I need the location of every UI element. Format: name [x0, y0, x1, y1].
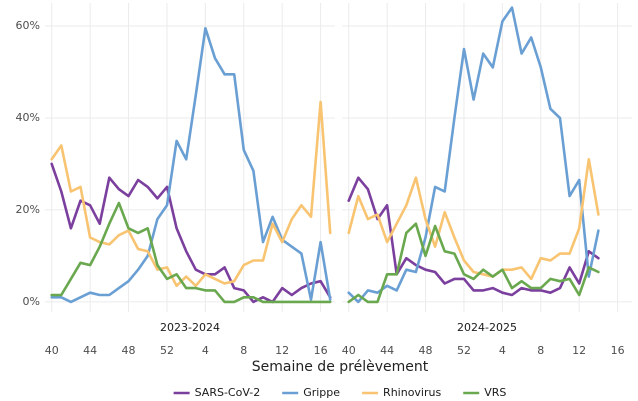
legend-label: SARS-CoV-2: [195, 386, 261, 399]
x-tick-label: 44: [83, 344, 97, 357]
x-tick-label: 12: [572, 344, 586, 357]
series-line: [347, 6, 600, 304]
x-tick-label: 8: [240, 344, 247, 357]
x-tick-label: 40: [342, 344, 356, 357]
legend: SARS-CoV-2 Grippe Rhinovirus VRS: [173, 386, 506, 399]
series-line: [347, 222, 600, 304]
legend-label: VRS: [484, 386, 506, 399]
x-tick-label: 40: [45, 344, 59, 357]
y-tick-label: 40%: [16, 111, 40, 124]
y-tick-label: 0%: [23, 295, 40, 308]
series-line: [50, 162, 332, 304]
series-line: [347, 158, 600, 281]
panel-title: 2024-2025: [457, 321, 517, 334]
x-tick-label: 16: [611, 344, 625, 357]
x-tick-label: 12: [275, 344, 289, 357]
y-tick-label: 60%: [16, 19, 40, 32]
x-tick-label: 48: [122, 344, 136, 357]
series-line: [50, 100, 332, 288]
x-tick-label: 44: [380, 344, 394, 357]
x-tick-label: 48: [419, 344, 433, 357]
x-axis-label: Semaine de prélèvement: [252, 359, 429, 375]
x-tick-label: 4: [499, 344, 506, 357]
y-tick-label: 20%: [16, 203, 40, 216]
series-line: [50, 201, 332, 304]
x-tick-label: 16: [314, 344, 328, 357]
panel-title: 2023-2024: [160, 321, 220, 334]
x-tick-label: 4: [202, 344, 209, 357]
legend-label: Grippe: [303, 386, 340, 399]
series-line: [347, 176, 600, 297]
x-tick-label: 52: [457, 344, 471, 357]
legend-label: Rhinovirus: [383, 386, 441, 399]
x-tick-label: 52: [160, 344, 174, 357]
x-tick-label: 8: [537, 344, 544, 357]
